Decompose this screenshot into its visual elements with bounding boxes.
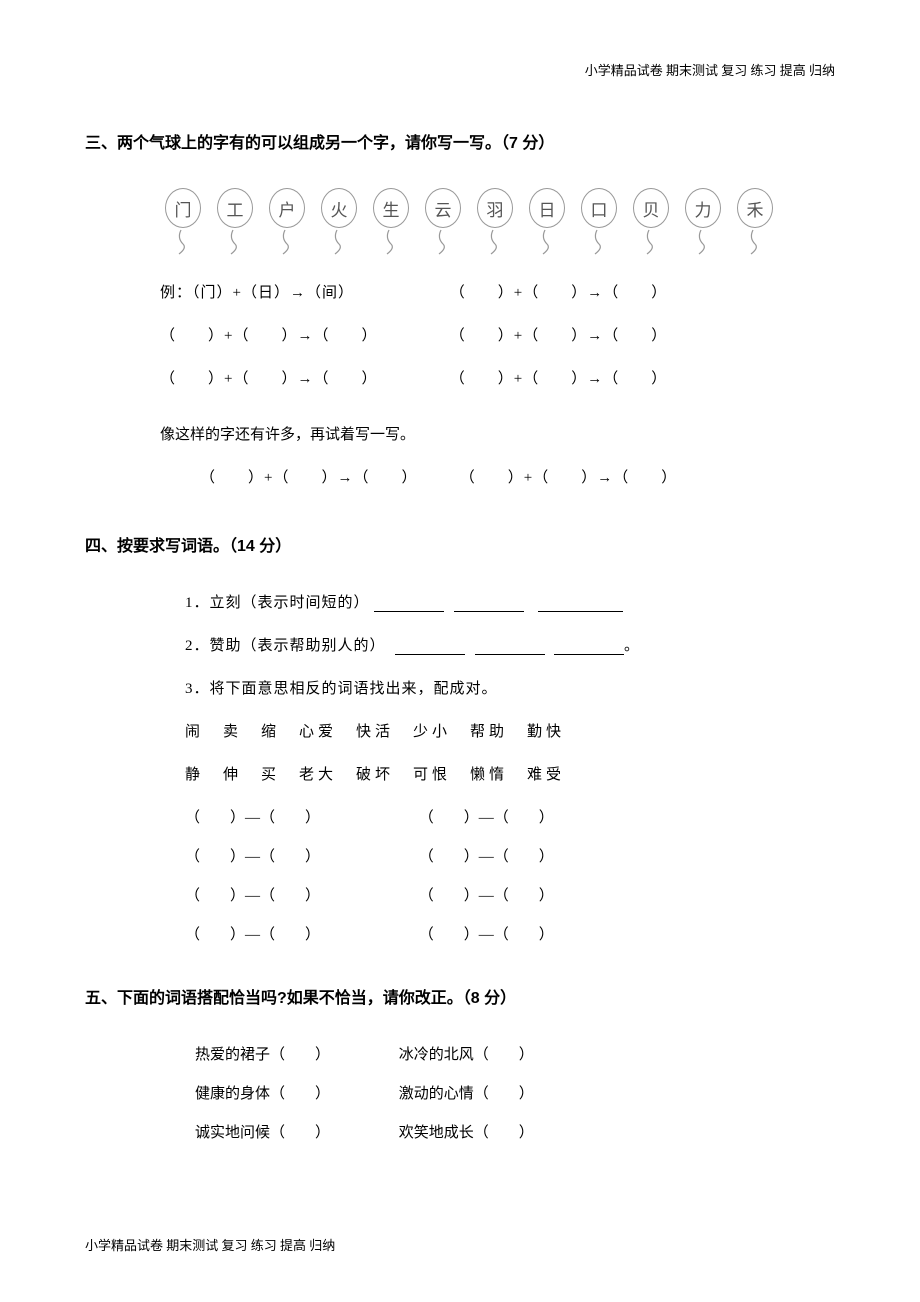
eq-blank-2: （ ）+（ ）→（ ）	[160, 324, 445, 345]
balloon-char-0: 门	[165, 188, 201, 228]
page-footer: 小学精品试卷 期末测试 复习 练习 提高 归纳	[85, 1235, 335, 1254]
balloon-5: 云	[420, 188, 466, 256]
pair-blank-r: （ ）—（ ）	[419, 888, 554, 904]
eq-blank-5: （ ）+（ ）→（ ）	[450, 371, 667, 387]
blank-line	[374, 597, 444, 612]
blank-line	[475, 640, 545, 655]
q5-item-1r: 冰冷的北风（ ）	[399, 1047, 534, 1063]
eq-row-extra: （ ）+（ ）→（ ） （ ）+（ ）→（ ）	[200, 466, 835, 487]
q5-item-3l: 诚实地问候（ ）	[195, 1121, 395, 1142]
balloon-char-6: 羽	[477, 188, 513, 228]
eq-row-3: （ ）+（ ）→（ ） （ ）+（ ）→（ ）	[160, 367, 835, 388]
eq-blank-1: （ ）+（ ）→（ ）	[450, 285, 667, 301]
balloon-4: 生	[368, 188, 414, 256]
section4-title: 四、按要求写词语。（14 分）	[85, 532, 835, 556]
q4-1-text: 1．立刻（表示时间短的）	[185, 595, 370, 611]
q4-3: 3．将下面意思相反的词语找出来，配成对。	[185, 677, 835, 698]
q5-item-2l: 健康的身体（ ）	[195, 1082, 395, 1103]
q5-item-3r: 欢笑地成长（ ）	[399, 1125, 534, 1141]
balloon-char-7: 日	[529, 188, 565, 228]
balloon-7: 日	[524, 188, 570, 256]
balloon-char-2: 户	[269, 188, 305, 228]
q5-row-1: 热爱的裙子（ ） 冰冷的北风（ ）	[195, 1043, 835, 1064]
pair-blank-r: （ ）—（ ）	[419, 849, 554, 865]
balloons-row: 门 工 户 火 生 云 羽 日 口 贝 力 禾	[160, 188, 835, 256]
balloon-string-icon	[693, 228, 713, 256]
eq-example-row: 例：（门）+（日）→（间） （ ）+（ ）→（ ）	[160, 281, 835, 302]
pair-blank-r: （ ）—（ ）	[419, 927, 554, 943]
balloon-9: 贝	[628, 188, 674, 256]
words-row-1: 闹 卖 缩 心爱 快活 少小 帮助 勤快	[185, 720, 835, 741]
eq-row-2: （ ）+（ ）→（ ） （ ）+（ ）→（ ）	[160, 324, 835, 345]
pair-blank-l: （ ）—（ ）	[185, 845, 415, 866]
page-header: 小学精品试卷 期末测试 复习 练习 提高 归纳	[85, 60, 835, 79]
pair-row-4: （ ）—（ ） （ ）—（ ）	[185, 923, 835, 944]
pair-row-2: （ ）—（ ） （ ）—（ ）	[185, 845, 835, 866]
balloon-char-8: 口	[581, 188, 617, 228]
balloon-char-4: 生	[373, 188, 409, 228]
balloon-1: 工	[212, 188, 258, 256]
blank-line	[395, 640, 465, 655]
balloon-string-icon	[589, 228, 609, 256]
q4-1: 1．立刻（表示时间短的）	[185, 591, 835, 612]
balloon-string-icon	[745, 228, 765, 256]
blank-line	[538, 597, 623, 612]
q5-item-1l: 热爱的裙子（ ）	[195, 1043, 395, 1064]
balloon-string-icon	[485, 228, 505, 256]
pair-blank-r: （ ）—（ ）	[419, 810, 554, 826]
pair-blank-l: （ ）—（ ）	[185, 806, 415, 827]
balloon-char-11: 禾	[737, 188, 773, 228]
blank-line	[454, 597, 524, 612]
balloon-2: 户	[264, 188, 310, 256]
balloon-char-5: 云	[425, 188, 461, 228]
balloon-string-icon	[433, 228, 453, 256]
balloon-string-icon	[329, 228, 349, 256]
section3-title: 三、两个气球上的字有的可以组成另一个字，请你写一写。（7 分）	[85, 129, 835, 153]
eq-blank-3: （ ）+（ ）→（ ）	[450, 328, 667, 344]
pair-row-1: （ ）—（ ） （ ）—（ ）	[185, 806, 835, 827]
balloon-8: 口	[576, 188, 622, 256]
balloon-string-icon	[381, 228, 401, 256]
balloon-char-9: 贝	[633, 188, 669, 228]
balloon-string-icon	[277, 228, 297, 256]
balloon-char-3: 火	[321, 188, 357, 228]
balloon-11: 禾	[732, 188, 778, 256]
section5-title: 五、下面的词语搭配恰当吗?如果不恰当，请你改正。（8 分）	[85, 984, 835, 1008]
q4-2: 2．赞助（表示帮助别人的） 。	[185, 634, 835, 655]
balloon-3: 火	[316, 188, 362, 256]
balloon-10: 力	[680, 188, 726, 256]
eq-example: 例：（门）+（日）→（间）	[160, 281, 445, 302]
balloon-string-icon	[537, 228, 557, 256]
balloon-string-icon	[173, 228, 193, 256]
eq-blank-7: （ ）+（ ）→（ ）	[460, 470, 677, 486]
q5-row-3: 诚实地问候（ ） 欢笑地成长（ ）	[195, 1121, 835, 1142]
balloon-char-1: 工	[217, 188, 253, 228]
q4-2-text: 2．赞助（表示帮助别人的）	[185, 638, 386, 654]
balloon-6: 羽	[472, 188, 518, 256]
balloon-string-icon	[641, 228, 661, 256]
words-row-2: 静 伸 买 老大 破坏 可恨 懒惰 难受	[185, 763, 835, 784]
eq-blank-4: （ ）+（ ）→（ ）	[160, 367, 445, 388]
pair-blank-l: （ ）—（ ）	[185, 884, 415, 905]
balloon-0: 门	[160, 188, 206, 256]
eq-blank-6: （ ）+（ ）→（ ）	[200, 466, 455, 487]
q5-row-2: 健康的身体（ ） 激动的心情（ ）	[195, 1082, 835, 1103]
pair-row-3: （ ）—（ ） （ ）—（ ）	[185, 884, 835, 905]
balloon-char-10: 力	[685, 188, 721, 228]
pair-blank-l: （ ）—（ ）	[185, 923, 415, 944]
section3-note: 像这样的字还有许多，再试着写一写。	[160, 423, 835, 444]
blank-line	[554, 640, 624, 655]
balloon-string-icon	[225, 228, 245, 256]
q5-item-2r: 激动的心情（ ）	[399, 1086, 534, 1102]
